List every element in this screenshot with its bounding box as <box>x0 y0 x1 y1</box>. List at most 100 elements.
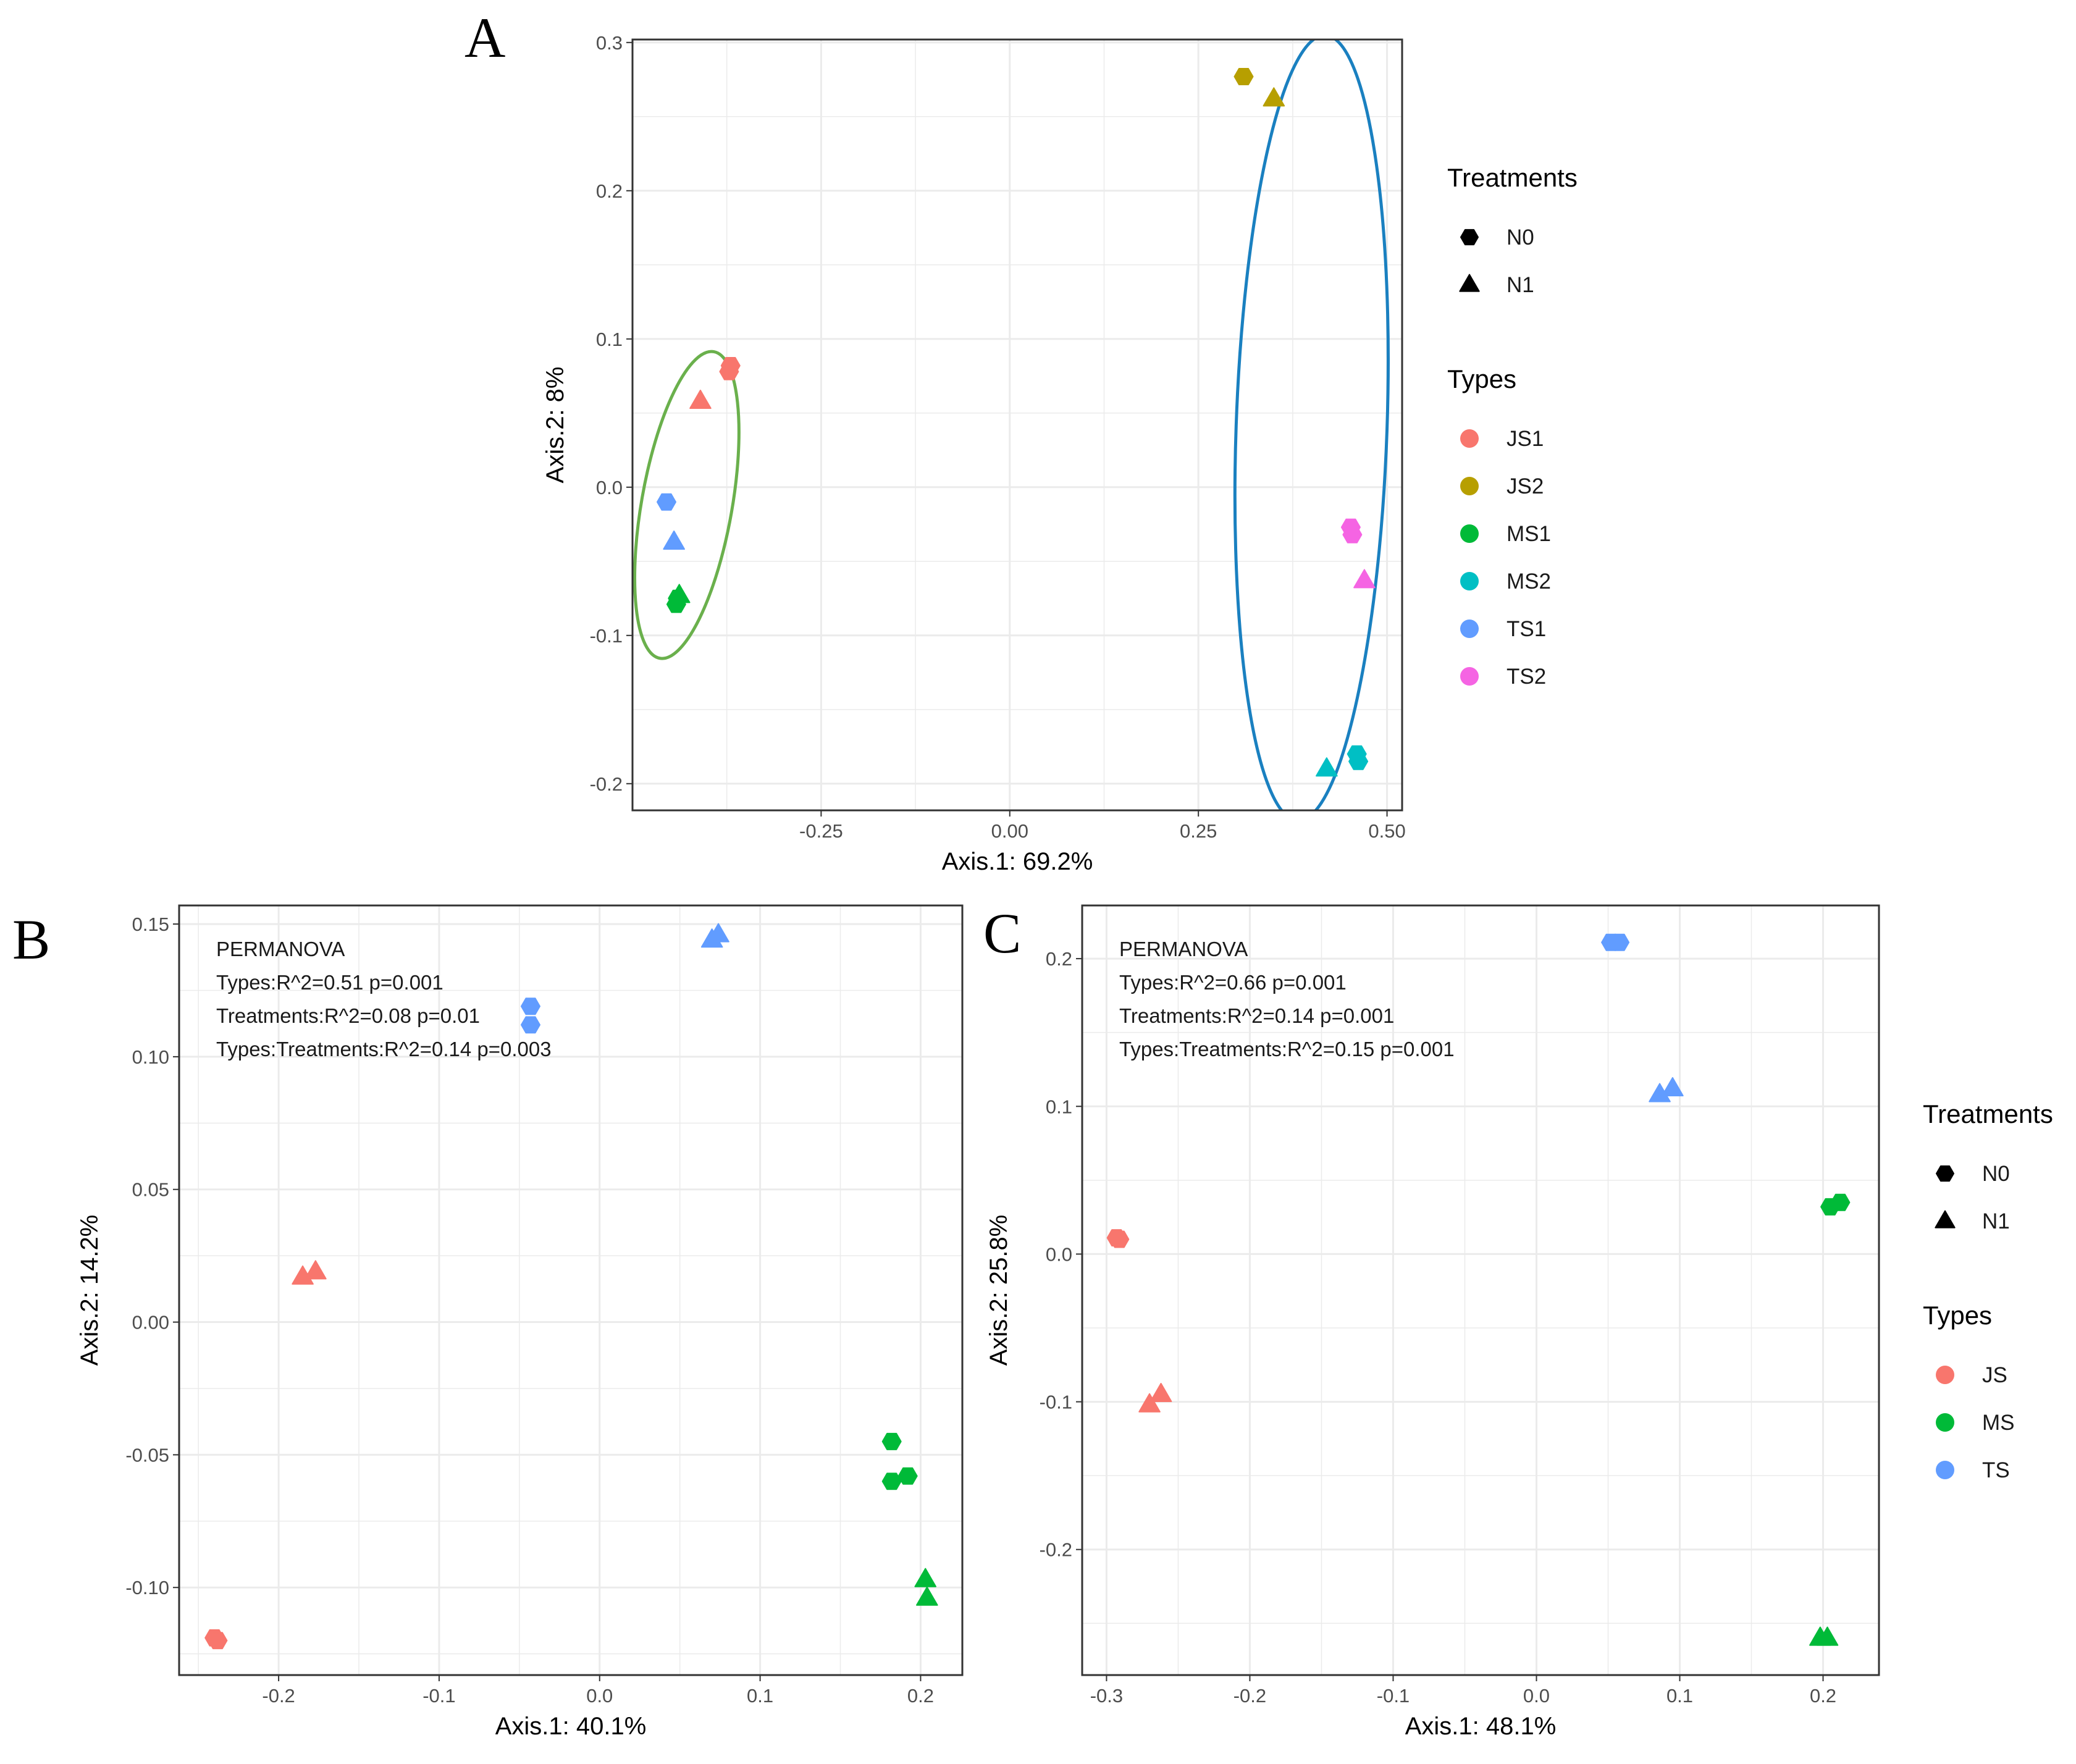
permanova-line: PERMANOVA <box>216 938 345 960</box>
plot-border <box>631 38 1403 812</box>
y-tick-label: -0.10 <box>125 1577 169 1598</box>
data-point-ms-n1 <box>1816 1626 1839 1646</box>
legend-title-treatments: Treatments <box>1923 1099 2053 1128</box>
panel-c-plot: -0.3 -0.2 -0.1 0.0 0.1 0.2 -0.2 -0.1 0.0 0.1 0.2 Ax… <box>985 904 1880 1740</box>
permanova-line: PERMANOVA <box>1119 938 1248 960</box>
y-tick-label: -0.1 <box>1040 1392 1072 1413</box>
data-point-ms-n0 <box>881 1432 902 1450</box>
x-axis-title: Axis.1: 40.1% <box>495 1713 647 1740</box>
legend-title-treatments: Treatments <box>1447 163 1578 192</box>
x-tick-label: 0.50 <box>1368 820 1405 842</box>
legend-title-types: Types <box>1447 364 1516 393</box>
panel-letter-a: A <box>464 6 505 69</box>
permanova-line: Types:Treatments:R^2=0.15 p=0.001 <box>1119 1038 1455 1060</box>
data-point-js-n1 <box>1149 1382 1172 1402</box>
permanova-line: Types:Treatments:R^2=0.14 p=0.003 <box>216 1038 552 1060</box>
data-point-js-n1 <box>305 1260 327 1280</box>
x-tick-label: 0.2 <box>1810 1685 1836 1707</box>
y-axis-title: Axis.2: 25.8% <box>985 1215 1012 1366</box>
data-point-js2-n0 <box>1233 68 1254 85</box>
legend-label-n1: N1 <box>1507 273 1534 297</box>
x-tick-label: -0.1 <box>1377 1685 1410 1707</box>
data-point-ms2-n1 <box>1316 757 1338 777</box>
legend-label-js: JS <box>1982 1363 2007 1387</box>
data-point-ts1-n0 <box>657 493 676 511</box>
x-tick-label: -0.25 <box>799 820 843 842</box>
legend-swatch-ms <box>1936 1413 1954 1432</box>
data-point-js1-n0 <box>719 363 739 380</box>
x-tick-label: -0.3 <box>1090 1685 1123 1707</box>
legend-swatch-ms1 <box>1460 524 1479 543</box>
x-axis-title: Axis.1: 48.1% <box>1405 1713 1557 1740</box>
panel-a-plot: -0.25 0.00 0.25 0.50 -0.2 -0.1 0.0 0.1 0.2 0.3 Axi… <box>542 32 1406 875</box>
data-point-js-n0 <box>208 1632 228 1650</box>
data-point-ts2-n1 <box>1353 569 1376 589</box>
data-point-ms1-n1 <box>668 584 691 603</box>
y-axis-title: Axis.2: 14.2% <box>76 1215 103 1366</box>
plot-background <box>1082 905 1879 1675</box>
x-tick-label: -0.2 <box>1233 1685 1266 1707</box>
y-tick-label: -0.05 <box>125 1444 169 1466</box>
plot-border <box>1081 904 1880 1676</box>
legend-swatch-js2 <box>1460 477 1479 495</box>
plot-background <box>179 905 962 1675</box>
y-tick-label: -0.2 <box>1040 1539 1072 1561</box>
data-point-ms-n1 <box>914 1568 937 1587</box>
legend-shape-triangle <box>1935 1210 1956 1228</box>
panel-letter-c: C <box>983 902 1021 965</box>
x-tick-label: 0.2 <box>907 1685 934 1707</box>
legend-label-n0: N0 <box>1982 1162 2010 1186</box>
permanova-line: Treatments:R^2=0.14 p=0.001 <box>1119 1004 1394 1027</box>
x-tick-label: -0.1 <box>422 1685 455 1707</box>
y-axis-title: Axis.2: 8% <box>542 367 569 484</box>
y-tick-label: 0.0 <box>1046 1243 1072 1265</box>
legend-swatch-js1 <box>1460 429 1479 448</box>
legend-label-n1: N1 <box>1982 1209 2010 1233</box>
x-tick-label: 0.1 <box>747 1685 773 1707</box>
data-point-ts-n0 <box>1610 933 1630 951</box>
y-tick-label: 0.15 <box>132 914 169 935</box>
legend-label-ms2: MS2 <box>1507 569 1551 594</box>
plot-border <box>178 904 964 1676</box>
cluster-ellipse <box>633 350 741 660</box>
plot-background <box>632 40 1402 810</box>
legend-swatch-ts2 <box>1460 667 1479 686</box>
panel-b-plot: -0.2 -0.1 0.0 0.1 0.2 -0.10 -0.05 0.00 0.05 0.10 0… <box>76 904 964 1740</box>
legend-swatch-ts1 <box>1460 620 1479 638</box>
data-point-js-n1 <box>1138 1393 1161 1413</box>
data-point-ms-n0 <box>881 1472 902 1490</box>
permanova-line: Treatments:R^2=0.08 p=0.01 <box>216 1004 480 1027</box>
x-tick-label: 0.25 <box>1180 820 1217 842</box>
y-tick-label: 0.3 <box>596 32 623 54</box>
data-point-ts-n0 <box>521 998 540 1015</box>
legend-label-js1: JS1 <box>1507 427 1544 451</box>
y-tick-label: 0.10 <box>132 1046 169 1068</box>
panel-letter-b: B <box>12 908 50 971</box>
panel-a-legend: Treatments N0 N1 Types JS1 JS2 MS1 MS2 TS1 TS2 <box>1447 163 1578 689</box>
x-tick-label: -0.2 <box>262 1685 295 1707</box>
data-point-js-n0 <box>1109 1230 1130 1248</box>
data-point-ms-n0 <box>897 1467 918 1485</box>
legend-shape-hexagon <box>1460 229 1479 246</box>
x-tick-label: 0.1 <box>1666 1685 1693 1707</box>
permanova-line: Types:R^2=0.51 p=0.001 <box>216 971 443 994</box>
legend-title-types: Types <box>1923 1301 1992 1330</box>
y-tick-label: 0.2 <box>1046 948 1072 970</box>
legend-label-ts1: TS1 <box>1507 617 1546 641</box>
data-point-ts1-n1 <box>663 530 685 550</box>
y-tick-label: 0.0 <box>596 477 623 498</box>
y-tick-label: 0.2 <box>596 180 623 202</box>
x-tick-label: 0.00 <box>991 820 1028 842</box>
legend-label-ts2: TS2 <box>1507 665 1546 689</box>
y-tick-label: 0.00 <box>132 1312 169 1334</box>
data-point-ts-n1 <box>1662 1077 1684 1096</box>
legend-label-n0: N0 <box>1507 225 1534 250</box>
x-tick-label: 0.0 <box>586 1685 613 1707</box>
legend-swatch-js <box>1936 1366 1954 1384</box>
legend-label-ms1: MS1 <box>1507 522 1551 546</box>
legend-shape-triangle <box>1459 274 1480 292</box>
data-point-ts-n0 <box>521 1016 540 1034</box>
y-tick-label: -0.1 <box>590 625 623 647</box>
data-point-js1-n1 <box>689 389 712 409</box>
